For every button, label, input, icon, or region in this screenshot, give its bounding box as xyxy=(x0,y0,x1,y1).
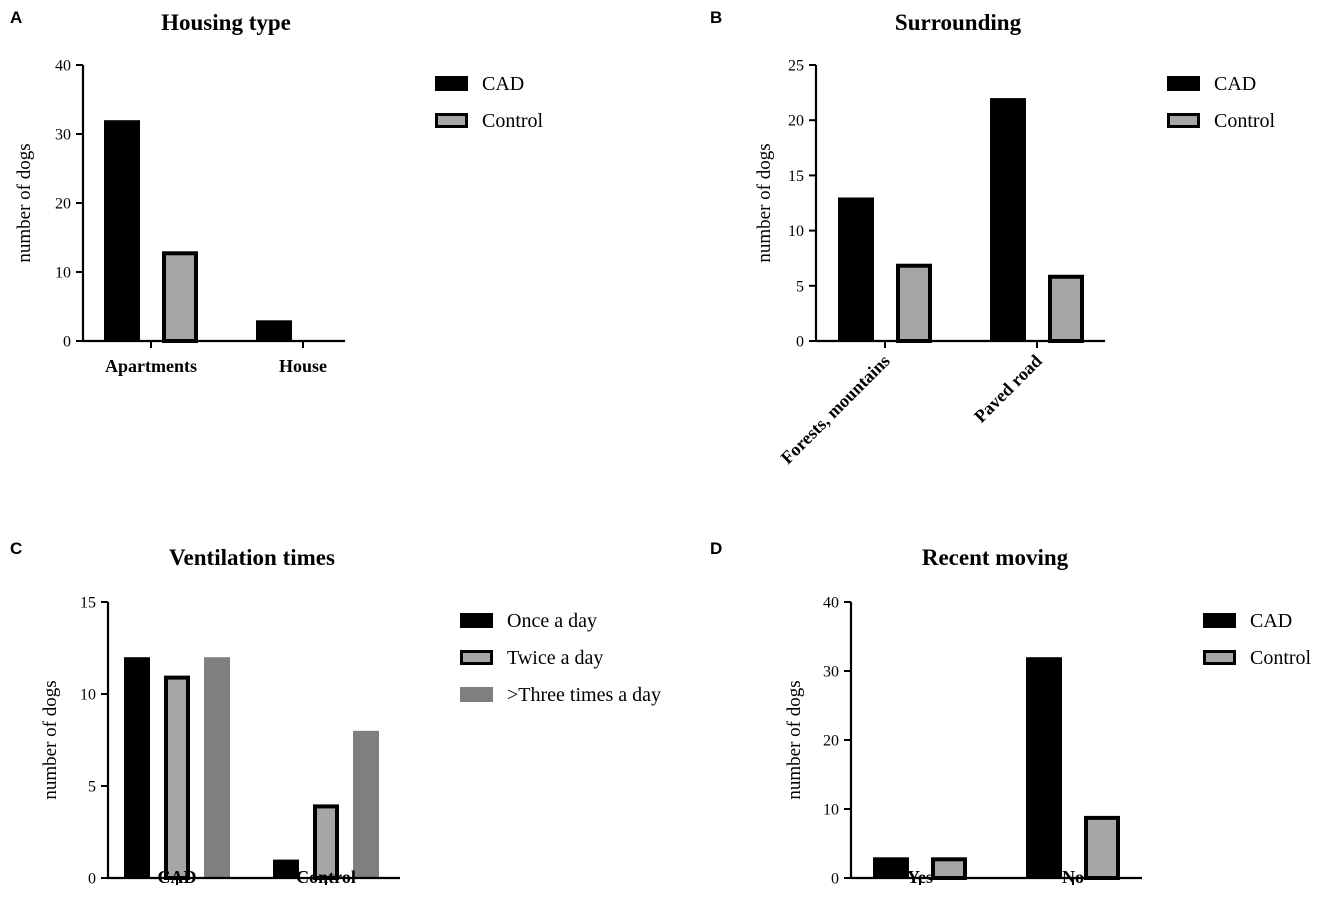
x-category-label: Paved road xyxy=(970,351,1046,427)
legend-label: Once a day xyxy=(507,610,597,632)
legend-swatch xyxy=(435,113,468,128)
x-category-label: Control xyxy=(296,867,356,887)
y-tick-label: 40 xyxy=(823,595,839,612)
legend-label: CAD xyxy=(1250,610,1292,632)
panel-letter: A xyxy=(10,8,22,27)
panel-b: B Surrounding number of dogs 0 5 10 15 20 25 Fore… xyxy=(710,8,1276,468)
legend-label: Control xyxy=(1214,110,1276,132)
bar-cad-1 xyxy=(873,857,909,878)
bar-three-times-a-day-1 xyxy=(204,657,230,878)
chart-title: Housing type xyxy=(161,10,291,35)
chart-title: Recent moving xyxy=(922,545,1069,570)
y-tick-label: 10 xyxy=(55,265,71,282)
legend-swatch xyxy=(435,76,468,91)
y-tick-label: 0 xyxy=(63,334,71,351)
y-axis-label: number of dogs xyxy=(14,143,35,262)
chart-title: Ventilation times xyxy=(169,545,335,570)
bar-cad-2 xyxy=(1026,657,1062,878)
legend-label: CAD xyxy=(482,73,524,95)
panel-d: D Recent moving number of dogs 0 10 20 30 40 Yes… xyxy=(710,539,1312,888)
y-tick-label: 30 xyxy=(55,127,71,144)
x-category-label: No xyxy=(1062,867,1084,887)
legend-swatch xyxy=(460,650,493,665)
x-category-label: House xyxy=(279,356,327,376)
panel-letter: D xyxy=(710,539,722,558)
y-tick-label: 20 xyxy=(55,196,71,213)
legend-label: >Three times a day xyxy=(507,684,661,706)
chart-title: Surrounding xyxy=(895,10,1022,35)
bar-once-a-day-2 xyxy=(273,859,299,878)
x-category-label: Forests, mountains xyxy=(777,351,894,468)
y-tick-label: 25 xyxy=(788,58,804,75)
y-axis-label: number of dogs xyxy=(40,680,61,799)
x-category-label: CAD xyxy=(158,867,197,887)
bar-cad-1 xyxy=(104,120,140,341)
y-tick-label: 20 xyxy=(823,733,839,750)
legend-label: Control xyxy=(1250,647,1312,669)
legend-swatch xyxy=(460,687,493,702)
legend-swatch xyxy=(1203,650,1236,665)
legend-label: CAD xyxy=(1214,73,1256,95)
legend-label: Control xyxy=(482,110,544,132)
y-tick-label: 10 xyxy=(80,687,96,704)
bar-control-1 xyxy=(896,263,932,343)
y-tick-label: 10 xyxy=(788,223,804,240)
bar-control-2 xyxy=(1048,274,1084,344)
bar-twice-a-day-1 xyxy=(164,675,190,880)
y-tick-label: 0 xyxy=(796,334,804,351)
bar-control-1 xyxy=(931,857,967,880)
panel-c: C Ventilation times number of dogs 0 5 10 15 CA… xyxy=(10,539,661,888)
legend-swatch xyxy=(1203,613,1236,628)
bar-cad-2 xyxy=(990,98,1026,342)
panel-letter: B xyxy=(710,8,722,27)
x-category-label: Apartments xyxy=(105,356,197,376)
y-tick-label: 10 xyxy=(823,802,839,819)
y-tick-label: 0 xyxy=(831,871,839,888)
panel-letter: C xyxy=(10,539,22,558)
y-tick-label: 40 xyxy=(55,58,71,75)
y-axis-label: number of dogs xyxy=(784,680,805,799)
legend-label: Twice a day xyxy=(507,647,603,669)
y-tick-label: 5 xyxy=(796,278,804,295)
y-tick-label: 15 xyxy=(80,595,96,612)
panel-a: A Housing type number of dogs 0 10 20 30 40 Apar… xyxy=(10,8,544,376)
y-axis-label: number of dogs xyxy=(754,143,775,262)
y-tick-label: 15 xyxy=(788,168,804,185)
bar-three-times-a-day-2 xyxy=(353,730,379,878)
y-tick-label: 30 xyxy=(823,664,839,681)
bar-control-2 xyxy=(1084,815,1120,881)
bar-control-1 xyxy=(162,251,198,343)
bar-cad-1 xyxy=(838,197,874,341)
y-tick-label: 5 xyxy=(88,779,96,796)
legend-swatch xyxy=(460,613,493,628)
legend-swatch xyxy=(1167,76,1200,91)
x-category-label: Yes xyxy=(907,867,933,887)
y-tick-label: 0 xyxy=(88,871,96,888)
legend-swatch xyxy=(1167,113,1200,128)
bar-cad-2 xyxy=(256,320,292,341)
bar-once-a-day-1 xyxy=(124,657,150,878)
y-tick-label: 20 xyxy=(788,113,804,130)
